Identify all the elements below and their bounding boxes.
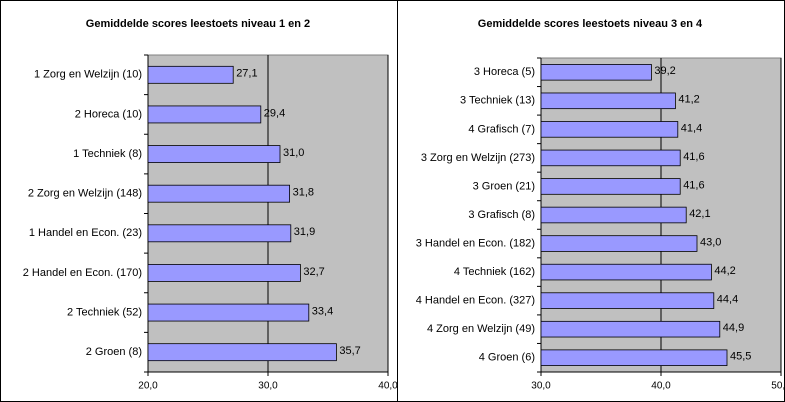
bar bbox=[540, 206, 687, 224]
bar bbox=[147, 343, 337, 362]
y-tick-label: 3 Groen (21) bbox=[473, 180, 535, 192]
x-tick-label: 30,0 bbox=[258, 381, 278, 392]
value-label: 41,2 bbox=[678, 94, 699, 106]
y-tick-label: 3 Grafisch (8) bbox=[468, 209, 535, 221]
x-tick-label: 20,0 bbox=[138, 381, 158, 392]
bar bbox=[147, 105, 262, 124]
value-label: 41,4 bbox=[681, 122, 702, 134]
y-tick-label: 2 Handel en Econ. (170) bbox=[23, 267, 142, 279]
bar bbox=[540, 149, 681, 167]
y-tick-label: 1 Techniek (8) bbox=[73, 148, 142, 160]
value-label: 41,6 bbox=[683, 151, 704, 163]
bar bbox=[147, 184, 291, 203]
bar bbox=[147, 65, 234, 84]
y-tick-label: 4 Grafisch (7) bbox=[468, 123, 535, 135]
value-label: 35,7 bbox=[339, 345, 360, 357]
bar bbox=[540, 320, 721, 338]
y-tick-label: 2 Zorg en Welzijn (148) bbox=[28, 188, 142, 200]
value-label: 33,4 bbox=[312, 305, 333, 317]
value-label: 44,4 bbox=[717, 294, 738, 306]
y-tick-label: 2 Groen (8) bbox=[86, 346, 142, 358]
y-tick-label: 4 Zorg en Welzijn (49) bbox=[427, 323, 535, 335]
y-tick-label: 1 Zorg en Welzijn (10) bbox=[34, 69, 142, 81]
x-tick-label: 40,0 bbox=[651, 381, 671, 392]
value-label: 42,1 bbox=[689, 208, 710, 220]
value-label: 41,6 bbox=[683, 179, 704, 191]
y-tick-label: 4 Groen (6) bbox=[479, 352, 535, 364]
value-label: 27,1 bbox=[236, 68, 257, 80]
x-tick-label: 50,0 bbox=[771, 381, 785, 392]
bar bbox=[540, 121, 679, 138]
bar bbox=[540, 235, 698, 252]
bar bbox=[147, 303, 310, 322]
value-label: 45,5 bbox=[730, 351, 751, 363]
value-label: 31,9 bbox=[294, 226, 315, 238]
value-label: 43,0 bbox=[700, 236, 721, 248]
value-label: 31,8 bbox=[293, 187, 314, 199]
y-tick-label: 1 Handel en Econ. (23) bbox=[29, 227, 142, 239]
y-tick-label: 3 Techniek (13) bbox=[460, 95, 535, 107]
bar bbox=[540, 92, 676, 110]
bar bbox=[540, 263, 712, 281]
bar bbox=[147, 224, 292, 243]
bar bbox=[147, 145, 281, 163]
value-label: 39,2 bbox=[654, 65, 675, 77]
value-label: 29,4 bbox=[264, 107, 285, 119]
value-label: 31,0 bbox=[283, 147, 304, 159]
y-tick-label: 4 Handel en Econ. (327) bbox=[416, 295, 535, 307]
bar bbox=[147, 264, 301, 282]
bar bbox=[540, 292, 715, 309]
chart-title: Gemiddelde scores leestoets niveau 1 en … bbox=[86, 18, 310, 30]
value-label: 44,9 bbox=[723, 322, 744, 334]
y-tick-label: 2 Horeca (10) bbox=[75, 108, 142, 120]
x-tick-label: 40,0 bbox=[378, 381, 398, 392]
bar bbox=[540, 64, 652, 81]
y-tick-label: 3 Zorg en Welzijn (273) bbox=[421, 152, 535, 164]
bar bbox=[540, 178, 681, 195]
y-tick-label: 3 Horeca (5) bbox=[474, 66, 535, 78]
x-tick-label: 30,0 bbox=[531, 381, 551, 392]
value-label: 32,7 bbox=[303, 266, 324, 278]
y-tick-label: 4 Techniek (162) bbox=[454, 266, 535, 278]
value-label: 44,2 bbox=[714, 265, 735, 277]
y-tick-label: 3 Handel en Econ. (182) bbox=[416, 237, 535, 249]
y-tick-label: 2 Techniek (52) bbox=[67, 306, 142, 318]
bar bbox=[540, 349, 728, 366]
chart-title: Gemiddelde scores leestoets niveau 3 en … bbox=[478, 18, 703, 30]
